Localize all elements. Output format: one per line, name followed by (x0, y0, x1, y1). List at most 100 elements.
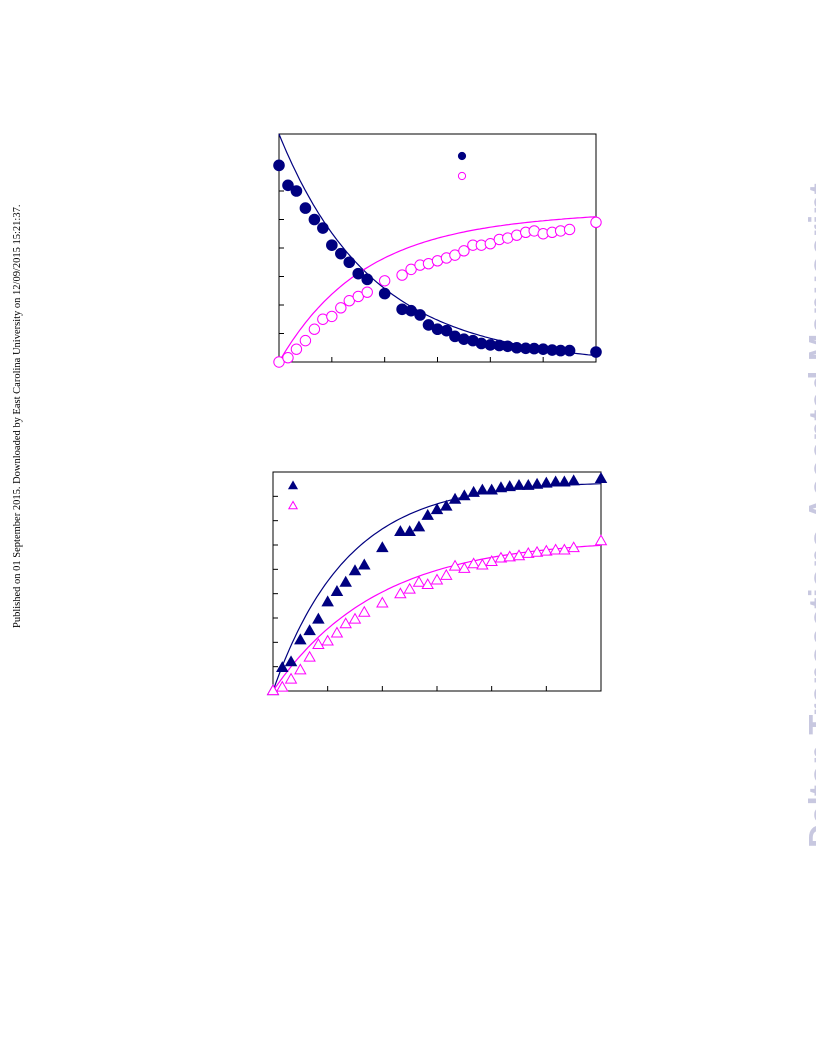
data-point-series-2 (290, 343, 303, 355)
data-point-series-1 (530, 477, 544, 489)
data-point-series-2 (266, 684, 280, 696)
data-point-series-1 (503, 480, 516, 492)
data-point-series-2 (563, 223, 576, 236)
data-point-series-1 (294, 633, 307, 645)
data-point-series-1 (494, 481, 508, 493)
data-point-series-2 (421, 578, 434, 590)
data-point-series-1 (394, 525, 407, 537)
data-point-series-1 (358, 558, 371, 570)
data-point-series-2 (458, 245, 470, 257)
data-point-series-2 (282, 352, 294, 364)
data-point-series-1 (522, 478, 535, 490)
data-point-series-1 (273, 159, 285, 172)
data-point-series-1 (348, 564, 362, 576)
data-point-series-2 (348, 612, 362, 624)
fit-curve-series-2 (278, 216, 597, 363)
data-point-series-2 (396, 269, 408, 281)
data-point-series-2 (326, 310, 338, 323)
data-point-series-1 (299, 202, 312, 214)
data-point-series-1 (512, 478, 526, 490)
data-point-series-2 (594, 534, 608, 546)
data-point-series-1 (458, 489, 471, 501)
legend-symbol-series-1 (457, 151, 467, 161)
data-point-series-1 (421, 508, 434, 520)
data-point-series-1 (440, 499, 453, 511)
data-point-series-1 (567, 474, 580, 486)
legend-symbol-series-2 (457, 171, 467, 181)
data-point-series-2 (484, 238, 497, 250)
data-point-series-1 (563, 344, 576, 357)
data-point-series-2 (448, 559, 462, 571)
data-point-series-2 (549, 543, 562, 555)
data-point-series-1 (284, 655, 298, 667)
data-point-series-2 (503, 550, 516, 562)
chart-1 (273, 133, 602, 368)
data-point-series-1 (448, 492, 462, 504)
data-point-series-1 (414, 309, 426, 321)
chart-2 (266, 471, 608, 696)
data-point-series-1 (485, 483, 498, 495)
data-point-series-2 (530, 545, 544, 557)
data-point-series-2 (567, 541, 580, 553)
data-point-series-2 (321, 634, 334, 646)
fit-curve-series-1 (272, 483, 602, 692)
data-point-series-1 (412, 520, 426, 532)
data-point-series-1 (282, 179, 294, 192)
data-point-series-1 (317, 222, 329, 234)
data-point-series-1 (376, 541, 389, 553)
data-point-series-2 (339, 617, 352, 629)
data-point-series-2 (540, 544, 553, 556)
data-point-series-2 (294, 663, 307, 675)
data-point-series-1 (403, 525, 416, 537)
data-point-series-2 (558, 543, 571, 555)
data-point-series-2 (299, 334, 312, 347)
data-point-series-1 (312, 612, 325, 624)
data-point-series-2 (394, 587, 407, 599)
data-point-series-1 (594, 472, 608, 484)
data-point-series-2 (312, 638, 325, 649)
legend-symbol-series-2 (287, 500, 299, 510)
data-point-series-2 (273, 356, 285, 368)
data-point-series-2 (412, 575, 426, 587)
data-point-series-2 (276, 680, 289, 692)
data-point-series-2 (284, 672, 298, 684)
data-point-series-1 (321, 595, 334, 607)
data-point-series-2 (485, 555, 498, 566)
data-point-series-2 (440, 568, 453, 580)
data-point-series-2 (376, 596, 389, 608)
data-point-series-2 (361, 286, 373, 298)
data-point-series-1 (361, 273, 374, 286)
data-point-series-2 (330, 626, 344, 638)
data-point-series-2 (590, 216, 602, 229)
data-point-series-2 (405, 263, 417, 276)
data-point-series-2 (303, 650, 316, 662)
data-point-series-1 (476, 483, 489, 495)
fit-curve-series-2 (272, 544, 602, 692)
data-point-series-2 (308, 323, 321, 335)
data-point-series-2 (343, 295, 355, 307)
data-point-series-1 (440, 324, 453, 337)
data-point-series-1 (335, 247, 347, 260)
data-point-series-2 (494, 551, 508, 563)
data-point-series-1 (303, 624, 316, 636)
data-point-series-2 (430, 573, 444, 585)
data-point-series-1 (343, 256, 356, 269)
data-point-series-1 (590, 346, 602, 358)
data-point-series-2 (476, 558, 489, 570)
data-point-series-1 (330, 585, 344, 596)
data-point-series-2 (449, 249, 461, 261)
data-point-series-1 (290, 185, 303, 197)
data-point-series-1 (378, 287, 391, 300)
data-point-series-1 (352, 267, 365, 280)
data-point-series-1 (326, 239, 338, 251)
data-point-series-1 (467, 485, 480, 497)
data-point-series-2 (335, 302, 347, 314)
data-point-series-1 (540, 476, 553, 488)
data-point-series-1 (430, 503, 444, 515)
data-point-series-2 (403, 582, 416, 594)
data-point-series-1 (308, 213, 321, 226)
data-point-series-2 (378, 275, 391, 287)
data-point-series-2 (467, 557, 480, 569)
data-point-series-2 (352, 290, 364, 303)
